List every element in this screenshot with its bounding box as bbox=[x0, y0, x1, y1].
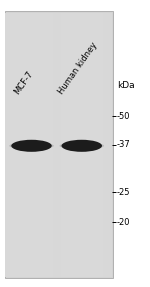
Text: Human kidney: Human kidney bbox=[57, 41, 100, 96]
Ellipse shape bbox=[59, 142, 104, 150]
Ellipse shape bbox=[9, 142, 54, 150]
Text: kDa: kDa bbox=[117, 82, 135, 90]
Text: -25: -25 bbox=[116, 188, 130, 197]
Ellipse shape bbox=[61, 140, 102, 152]
Text: -50: -50 bbox=[116, 112, 130, 121]
Bar bbox=[61, 13, 103, 277]
Bar bbox=[4, 11, 112, 278]
Bar bbox=[11, 13, 52, 277]
Text: -37: -37 bbox=[116, 140, 130, 150]
Ellipse shape bbox=[11, 140, 52, 152]
Bar bbox=[5, 13, 112, 277]
Text: MCF-7: MCF-7 bbox=[12, 69, 35, 96]
Text: -20: -20 bbox=[116, 218, 130, 227]
